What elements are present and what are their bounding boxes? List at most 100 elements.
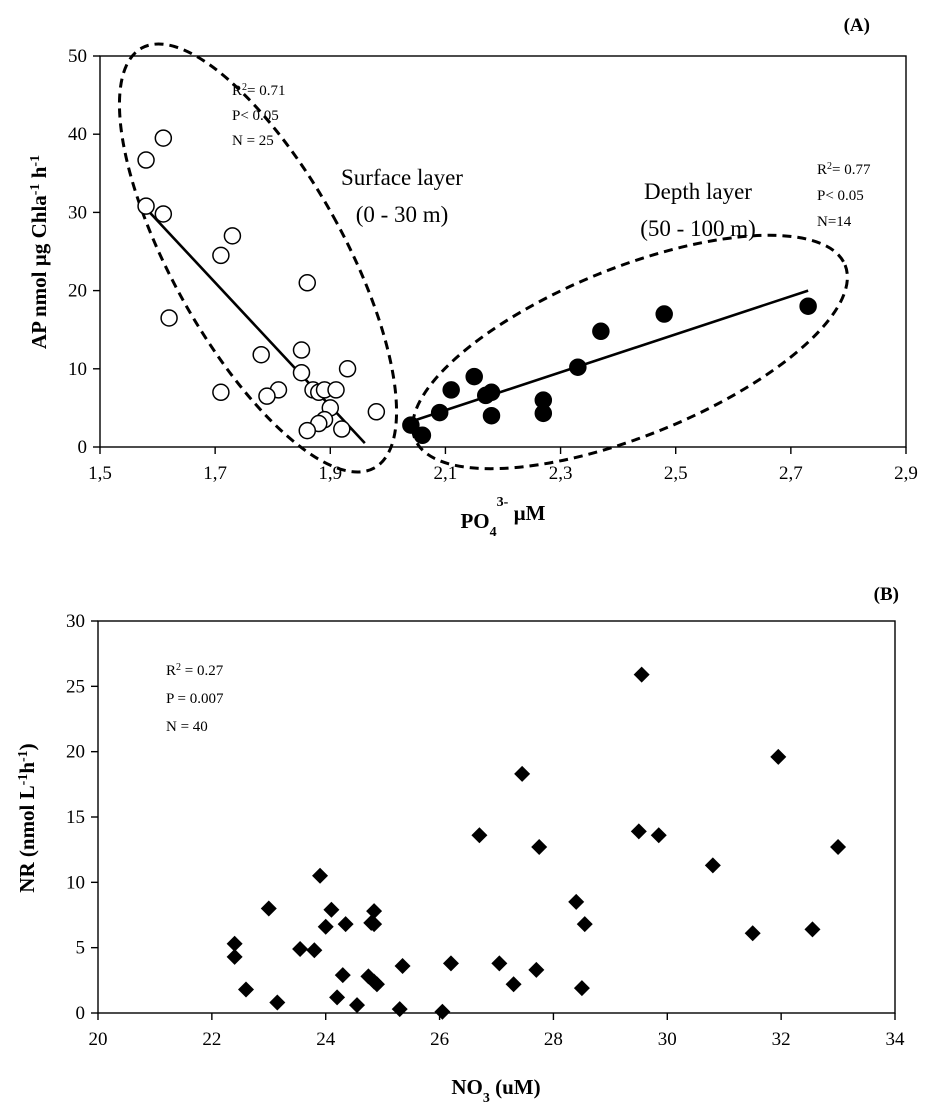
surface-layer-range: (0 - 30 m) (356, 202, 449, 227)
surface-layer-point (338, 360, 357, 378)
chart-a-y-tick-labels: 0 10 20 30 40 50 (68, 46, 87, 458)
surface-layer-point (212, 246, 230, 265)
depth-layer-point (799, 297, 817, 315)
surface-layer-name: Surface layer (341, 165, 463, 190)
surface-layer-point (333, 420, 351, 438)
chart-b-point (514, 765, 531, 782)
a-x-tick-label: 2,3 (549, 463, 573, 484)
surface-layer-point (137, 197, 155, 215)
chart-b-ylabel-part2: h (15, 762, 39, 774)
chart-a-x-tick-labels: 1,5 1,7 1,9 2,1 2,3 2,5 2,7 2,9 (88, 463, 918, 484)
a-x-tick-label: 2,5 (664, 463, 688, 484)
chart-b-point (770, 748, 787, 765)
chart-b-point (317, 918, 334, 935)
chart-b-xlabel-main: NO (451, 1075, 483, 1099)
surface-layer-point (298, 274, 317, 292)
chart-b-point (391, 1001, 408, 1018)
surface-layer-point (292, 363, 311, 382)
b-y-tick-label: 30 (66, 611, 85, 632)
surface-layer-point (292, 341, 311, 359)
chart-b-y-tick-labels: 0 5 10 15 20 25 30 (66, 611, 85, 1024)
depth-layer-range: (50 - 100 m) (640, 216, 756, 241)
chart-b-y-axis-title: NR (nmol L-1h-1) (15, 743, 39, 892)
surface-layer-r2-prefix: R (232, 83, 242, 99)
surface-layer-n: N = 25 (232, 133, 274, 149)
chart-b-point (226, 935, 243, 952)
depth-layer-point (430, 403, 449, 422)
a-x-tick-label: 2,7 (779, 463, 803, 484)
chart-b-r2-prefix: R (166, 663, 176, 679)
b-x-tick-label: 22 (202, 1029, 221, 1050)
a-y-tick-label: 10 (68, 359, 87, 380)
a-x-tick-label: 2,9 (894, 463, 918, 484)
chart-b-point (292, 940, 309, 957)
depth-layer-n: N=14 (817, 214, 852, 230)
chart-b-point (312, 867, 329, 884)
chart-b-point (442, 955, 459, 972)
depth-layer-fit-line (404, 289, 809, 425)
chart-a-xlabel-sub: 4 (490, 525, 497, 540)
chart-b-xlabel-unit: (uM) (490, 1075, 541, 1099)
a-y-tick-label: 30 (68, 202, 87, 223)
chart-b-x-tick-labels: 20 22 24 26 28 30 32 34 (89, 1029, 906, 1050)
depth-layer-point (402, 416, 420, 434)
chart-a-y-axis-title: AP nmol µg Chla-1 h-1 (27, 155, 51, 349)
chart-b-point (306, 942, 323, 959)
depth-layer-point (465, 367, 483, 386)
chart-b-ylabel-part1: NR (nmol L (15, 785, 39, 892)
chart-b-n: N = 40 (166, 719, 208, 735)
chart-b-p: P = 0.007 (166, 691, 224, 707)
chart-b-point (830, 839, 847, 856)
depth-layer-point (413, 426, 432, 445)
b-x-tick-label: 28 (544, 1029, 563, 1050)
chart-a-ylabel-part2: h (27, 166, 51, 183)
chart-b-point (505, 976, 522, 993)
b-x-tick-label: 30 (658, 1029, 677, 1050)
chart-b-point (744, 925, 761, 942)
chart-b-point (630, 823, 647, 840)
surface-layer-point (223, 227, 242, 245)
depth-layer-p: P< 0.05 (817, 188, 864, 204)
a-x-tick-label: 1,5 (88, 463, 112, 484)
surface-layer-point (154, 205, 173, 223)
chart-b-point (573, 980, 590, 997)
depth-layer-r2-prefix: R (817, 162, 827, 178)
b-y-tick-label: 5 (76, 938, 86, 959)
chart-b-point (804, 921, 821, 938)
chart-a-plot-frame (99, 55, 907, 448)
surface-layer-r2: R2= 0.71 (232, 82, 285, 100)
b-x-tick-label: 24 (316, 1029, 336, 1050)
chart-b-ylabel-sup1: -1 (16, 774, 31, 786)
depth-layer-r2-sup: 2 (827, 161, 832, 172)
chart-b-point (323, 901, 340, 918)
depth-layer-point (482, 406, 501, 425)
chart-b-point (366, 903, 383, 920)
surface-layer-r2-sup: 2 (242, 82, 247, 93)
chart-b-point (394, 957, 411, 974)
chart-b-point (531, 839, 548, 856)
surface-layer-r2-value: = 0.71 (247, 83, 285, 99)
chart-b-point (269, 994, 286, 1011)
depth-layer-r2-value: = 0.77 (832, 162, 871, 178)
chart-b-r2: R2 = 0.27 (166, 662, 224, 680)
depth-layer-name: Depth layer (644, 179, 752, 204)
surface-layer-point (298, 421, 317, 440)
chart-b-point (226, 948, 243, 965)
chart-b-point (368, 976, 385, 993)
a-x-tick-label: 2,1 (434, 463, 458, 484)
chart-b-point (349, 997, 366, 1014)
chart-b-point (238, 981, 255, 998)
chart-b-point (334, 967, 351, 984)
b-y-tick-label: 0 (76, 1003, 86, 1024)
chart-b-point (576, 916, 593, 933)
chart-b-point (528, 961, 545, 978)
a-y-tick-label: 40 (68, 124, 87, 145)
depth-layer-ellipse (411, 233, 849, 471)
chart-b-r2-sup: 2 (176, 662, 181, 673)
surface-layer-point (137, 151, 155, 169)
depth-layer-r2: R2= 0.77 (817, 161, 871, 179)
surface-layer-p: P< 0.05 (232, 108, 279, 124)
b-y-tick-label: 10 (66, 872, 85, 893)
